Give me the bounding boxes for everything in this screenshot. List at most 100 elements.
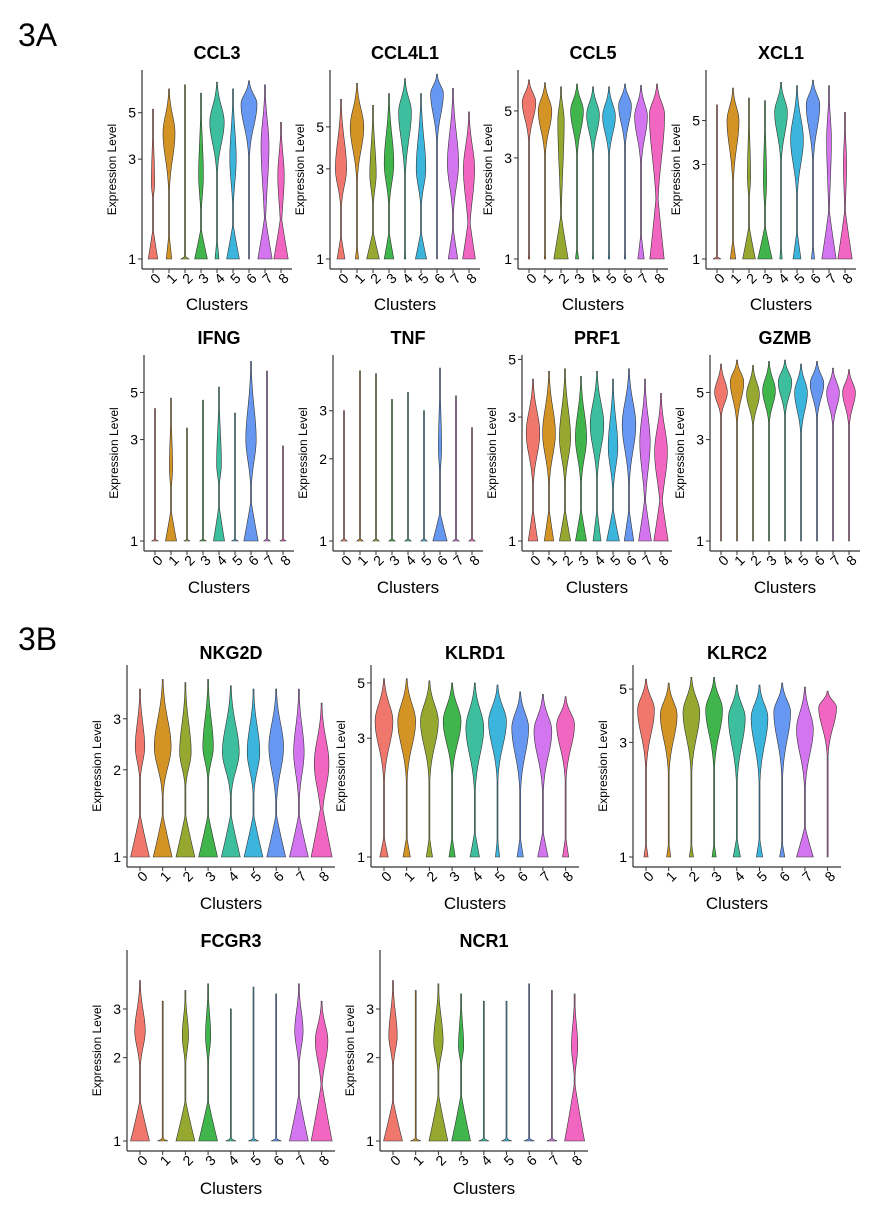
x-tick-label: 0: [715, 552, 732, 569]
x-tick-label: 7: [293, 868, 310, 885]
violin-cluster-7: [289, 688, 309, 858]
x-tick-label: 3: [571, 270, 588, 287]
violin-cluster-6: [432, 367, 448, 542]
x-axis-label: Clusters: [186, 295, 248, 314]
x-tick-label: 5: [753, 868, 770, 885]
y-tick-label: 3: [357, 730, 365, 746]
x-tick-label: 7: [799, 868, 816, 885]
violin-cluster-2: [175, 990, 196, 1142]
x-tick-label: 6: [270, 1152, 287, 1169]
x-tick-label: 8: [466, 552, 483, 569]
panel-title: TNF: [391, 328, 426, 348]
violin-cluster-5: [606, 378, 620, 542]
x-tick-label: 0: [147, 270, 164, 287]
y-axis-label: Expression Level: [296, 407, 310, 498]
x-tick-label: 8: [315, 868, 332, 885]
violin-cluster-2: [371, 373, 381, 542]
x-tick-label: 8: [568, 1152, 585, 1169]
x-tick-label: 7: [259, 270, 276, 287]
violin-cluster-4: [213, 386, 225, 542]
x-tick-label: 1: [351, 270, 368, 287]
violin-cluster-8: [310, 1000, 333, 1142]
x-tick-label: 7: [823, 270, 840, 287]
violin-cluster-1: [410, 990, 422, 1142]
violin-cluster-3: [575, 376, 587, 542]
violin-cluster-1: [659, 682, 678, 858]
y-tick-label: 3: [504, 150, 512, 166]
x-tick-label: 8: [559, 868, 576, 885]
violin-cluster-4: [465, 682, 485, 858]
violin-cluster-8: [842, 369, 856, 542]
x-tick-label: 5: [491, 868, 508, 885]
x-tick-label: 0: [711, 270, 728, 287]
violin-cluster-3: [705, 676, 723, 858]
x-tick-label: 8: [839, 270, 856, 287]
y-axis-label: Expression Level: [481, 124, 495, 215]
violin-cluster-0: [339, 410, 349, 542]
x-axis-label: Clusters: [377, 578, 439, 597]
violin-cluster-8: [837, 112, 853, 260]
violin-cluster-2: [742, 97, 756, 260]
violin-cluster-8: [564, 993, 585, 1142]
y-tick-label: 5: [357, 675, 365, 691]
panel-title: PRF1: [574, 328, 620, 348]
x-tick-label: 2: [179, 270, 196, 287]
y-axis-label: Expression Level: [669, 124, 683, 215]
violin-cluster-1: [165, 397, 177, 542]
violin-cluster-6: [773, 682, 791, 858]
violin-cluster-7: [546, 990, 558, 1142]
x-tick-label: 3: [386, 552, 403, 569]
violin-cluster-3: [570, 83, 584, 260]
violin-cluster-8: [649, 83, 665, 260]
x-tick-label: 2: [423, 868, 440, 885]
violin-cluster-5: [750, 684, 769, 858]
violin-cluster-4: [586, 86, 600, 260]
x-tick-label: 4: [225, 868, 242, 885]
y-tick-label: 3: [619, 734, 627, 750]
violin-cluster-3: [762, 361, 776, 542]
y-tick-label: 1: [692, 251, 700, 267]
violin-cluster-1: [349, 83, 365, 260]
x-tick-label: 7: [827, 552, 844, 569]
violin-cluster-6: [621, 368, 637, 542]
x-tick-label: 6: [245, 552, 262, 569]
y-axis-label: Expression Level: [90, 720, 104, 811]
x-tick-label: 4: [469, 868, 486, 885]
violin-cluster-5: [790, 85, 804, 260]
violin-cluster-7: [634, 85, 648, 260]
violin-cluster-3: [194, 92, 208, 260]
x-tick-label: 3: [575, 552, 592, 569]
x-tick-label: 8: [655, 552, 672, 569]
panel-title: FCGR3: [200, 931, 261, 951]
figure-label-3b: 3B: [18, 621, 57, 657]
violin-cluster-3: [198, 983, 218, 1142]
y-tick-label: 2: [319, 451, 327, 467]
violin-cluster-8: [273, 121, 289, 260]
violin-cluster-5: [488, 684, 507, 858]
violin-cluster-2: [175, 682, 196, 858]
x-tick-label: 4: [779, 552, 796, 569]
x-tick-label: 7: [546, 1152, 563, 1169]
y-tick-label: 1: [113, 1133, 121, 1149]
violin-cluster-1: [729, 359, 745, 542]
panel-title: GZMB: [759, 328, 812, 348]
violin-cluster-2: [428, 983, 449, 1142]
x-tick-label: 2: [747, 552, 764, 569]
x-tick-label: 4: [211, 270, 228, 287]
y-tick-label: 1: [619, 849, 627, 865]
y-tick-label: 5: [130, 384, 138, 400]
violin-cluster-0: [637, 678, 655, 858]
violin-cluster-7: [796, 686, 814, 858]
x-tick-label: 3: [759, 270, 776, 287]
violin-cluster-4: [774, 82, 788, 260]
y-tick-label: 2: [366, 1050, 374, 1066]
violin-cluster-2: [746, 365, 760, 542]
y-tick-label: 1: [316, 251, 324, 267]
